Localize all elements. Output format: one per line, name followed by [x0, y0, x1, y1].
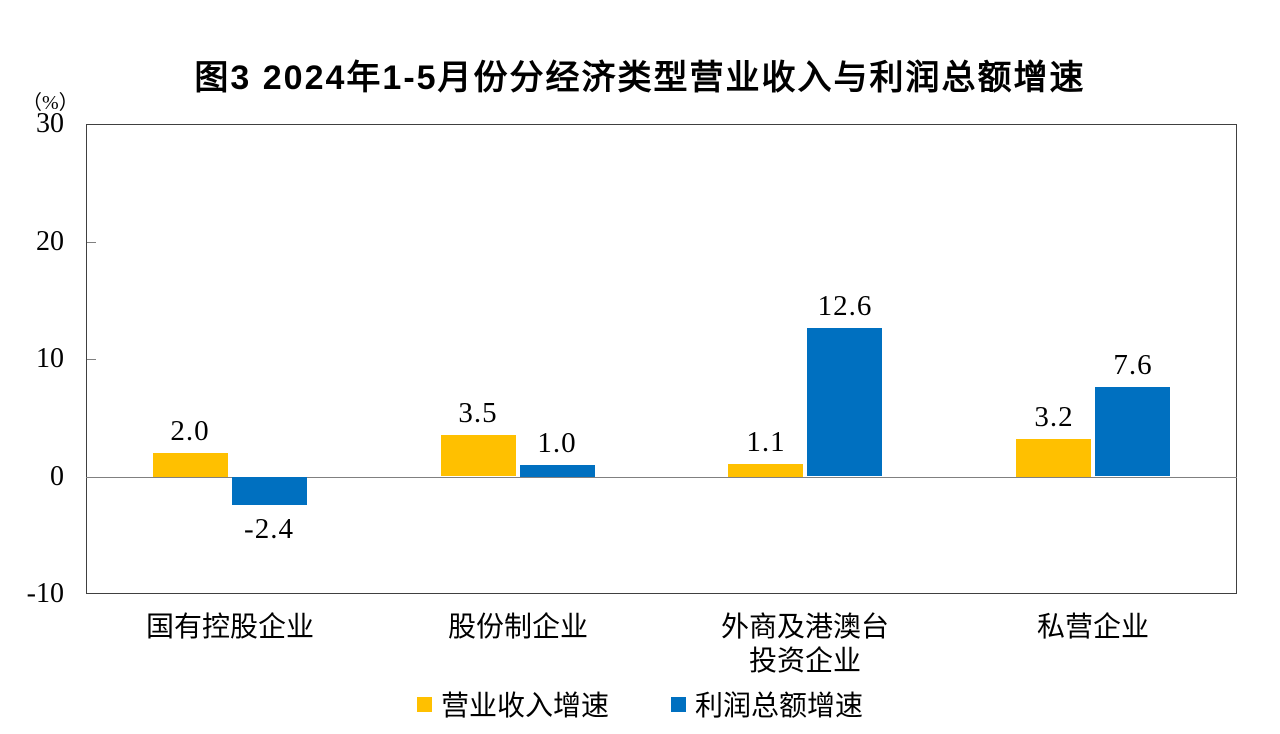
category-label: 国有控股企业	[145, 612, 314, 643]
value-label: 3.2	[1034, 401, 1074, 433]
zero-axis-line	[86, 477, 1237, 478]
bar-series2-group1	[232, 477, 307, 505]
value-label: 3.5	[458, 397, 498, 429]
y-tick-label: -10	[26, 578, 64, 609]
bar-series1-group2	[441, 435, 516, 476]
legend-item: 营业收入增速	[416, 684, 609, 724]
y-axis-unit-label: （%）	[22, 92, 79, 114]
y-tick-label: 30	[36, 108, 64, 139]
value-label: 1.1	[746, 426, 786, 458]
category-label: 外商及港澳台 投资企业	[720, 612, 889, 677]
bar-series1-group3	[728, 464, 803, 477]
legend: 营业收入增速 利润总额增速	[0, 686, 1280, 722]
legend-swatch-icon	[671, 696, 686, 712]
category-label: 股份制企业	[447, 612, 588, 643]
legend-label: 利润总额增速	[695, 691, 864, 722]
bar-series2-group3	[807, 328, 882, 476]
bar-series2-group4	[1095, 387, 1170, 476]
bar-series1-group4	[1016, 439, 1091, 477]
bar-series1-group1	[153, 453, 228, 477]
plot-area	[86, 124, 1237, 594]
value-label: 2.0	[170, 415, 210, 447]
y-axis-tick-mark	[87, 359, 96, 360]
value-label: -2.4	[244, 513, 294, 545]
y-axis-tick-mark	[87, 242, 96, 243]
bar-series2-group2	[520, 465, 595, 477]
y-tick-label: 0	[50, 460, 64, 492]
legend-label: 营业收入增速	[440, 691, 609, 722]
y-tick-label: 10	[36, 343, 64, 374]
legend-item: 利润总额增速	[671, 684, 863, 724]
value-label: 12.6	[817, 290, 873, 322]
value-label: 7.6	[1113, 349, 1153, 381]
value-label: 1.0	[537, 427, 577, 459]
legend-swatch-icon	[416, 696, 432, 712]
category-label: 私营企业	[1036, 612, 1149, 643]
chart-title: 图3 2024年1-5月份分经济类型营业收入与利润总额增速	[194, 59, 1086, 97]
y-tick-label: 20	[36, 225, 64, 257]
